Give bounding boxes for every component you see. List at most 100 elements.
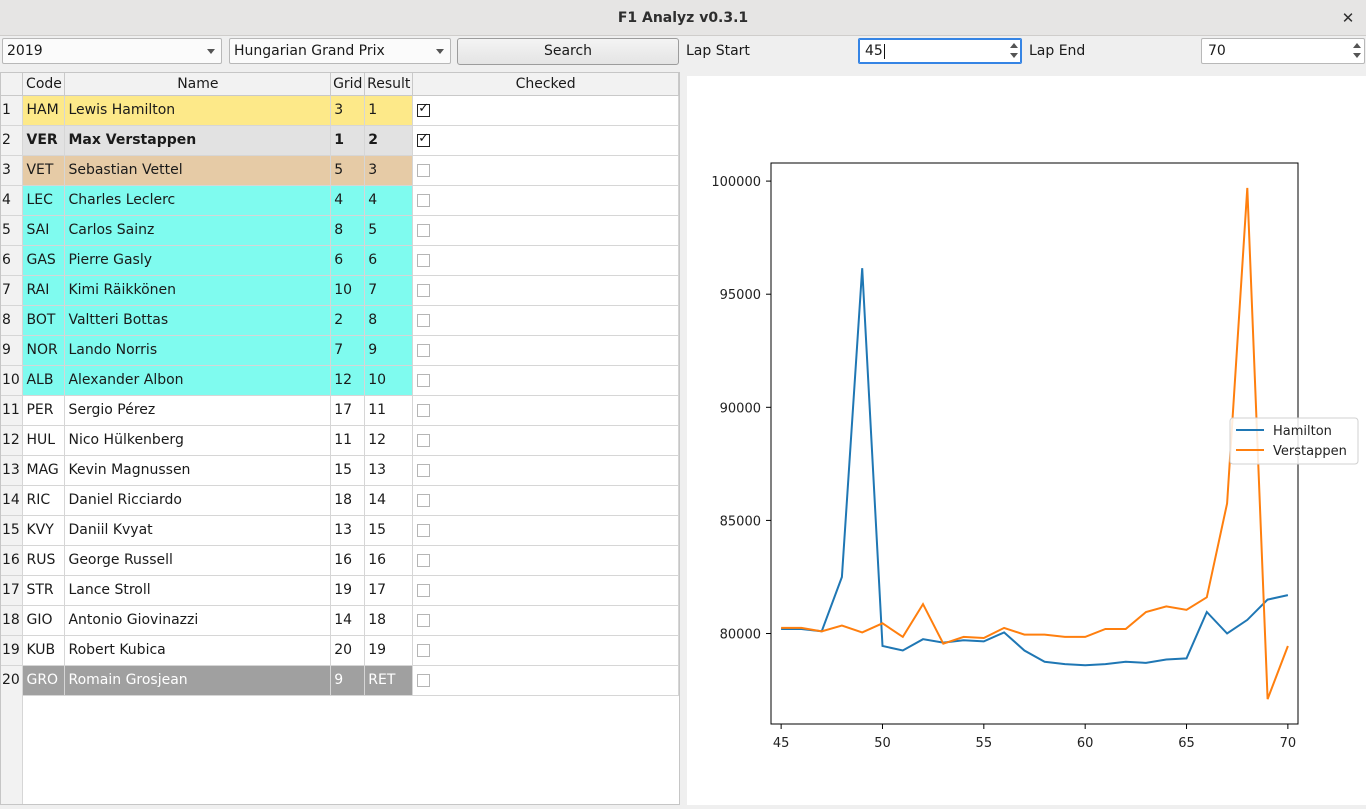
cell-grid[interactable]: 18 — [330, 485, 366, 516]
search-button[interactable]: Search — [457, 38, 679, 65]
table-row[interactable]: 7 RAI Kimi Räikkönen 10 7 — [1, 275, 679, 306]
row-checkbox[interactable] — [417, 493, 431, 507]
cell-grid[interactable]: 6 — [330, 245, 366, 276]
cell-code[interactable]: GRO — [22, 665, 66, 696]
cell-name[interactable]: Charles Leclerc — [64, 185, 332, 216]
row-checkbox[interactable] — [417, 403, 431, 417]
cell-code[interactable]: SAI — [22, 215, 66, 246]
cell-name[interactable]: Kevin Magnussen — [64, 455, 332, 486]
cell-result[interactable]: 6 — [364, 245, 414, 276]
cell-grid[interactable]: 4 — [330, 185, 366, 216]
row-number[interactable]: 17 — [1, 575, 24, 606]
chevron-down-icon[interactable] — [1353, 53, 1361, 58]
cell-name[interactable]: Antonio Giovinazzi — [64, 605, 332, 636]
cell-checked[interactable] — [412, 95, 679, 126]
row-number[interactable]: 20 — [1, 665, 24, 696]
cell-name[interactable]: Daniil Kvyat — [64, 515, 332, 546]
row-number[interactable]: 8 — [1, 305, 24, 336]
cell-code[interactable]: KUB — [22, 635, 66, 666]
row-checkbox[interactable] — [417, 163, 431, 177]
table-row[interactable]: 3 VET Sebastian Vettel 5 3 — [1, 155, 679, 186]
cell-code[interactable]: MAG — [22, 455, 66, 486]
header-grid[interactable]: Grid — [330, 73, 366, 96]
row-number[interactable]: 18 — [1, 605, 24, 636]
row-checkbox[interactable] — [417, 253, 431, 267]
cell-grid[interactable]: 9 — [330, 665, 366, 696]
table-row[interactable]: 12 HUL Nico Hülkenberg 11 12 — [1, 425, 679, 456]
cell-name[interactable]: Kimi Räikkönen — [64, 275, 332, 306]
cell-grid[interactable]: 12 — [330, 365, 366, 396]
cell-grid[interactable]: 20 — [330, 635, 366, 666]
cell-result[interactable]: 12 — [364, 425, 414, 456]
table-row[interactable]: 13 MAG Kevin Magnussen 15 13 — [1, 455, 679, 486]
cell-result[interactable]: 9 — [364, 335, 414, 366]
table-row[interactable]: 19 KUB Robert Kubica 20 19 — [1, 635, 679, 666]
cell-grid[interactable]: 14 — [330, 605, 366, 636]
table-row[interactable]: 14 RIC Daniel Ricciardo 18 14 — [1, 485, 679, 516]
row-number[interactable]: 13 — [1, 455, 24, 486]
cell-result[interactable]: 11 — [364, 395, 414, 426]
cell-name[interactable]: Lewis Hamilton — [64, 95, 332, 126]
cell-result[interactable]: 3 — [364, 155, 414, 186]
row-number[interactable]: 9 — [1, 335, 24, 366]
row-number[interactable]: 12 — [1, 425, 24, 456]
cell-checked[interactable] — [412, 245, 679, 276]
cell-name[interactable]: George Russell — [64, 545, 332, 576]
lap-start-spinbox[interactable]: 45 — [858, 38, 1022, 64]
row-number[interactable]: 3 — [1, 155, 24, 186]
cell-grid[interactable]: 17 — [330, 395, 366, 426]
table-row[interactable]: 20 GRO Romain Grosjean 9 RET — [1, 665, 679, 696]
lap-end-spinbox[interactable]: 70 — [1201, 38, 1365, 64]
cell-code[interactable]: BOT — [22, 305, 66, 336]
cell-name[interactable]: Carlos Sainz — [64, 215, 332, 246]
table-row[interactable]: 11 PER Sergio Pérez 17 11 — [1, 395, 679, 426]
cell-result[interactable]: 5 — [364, 215, 414, 246]
table-row[interactable]: 17 STR Lance Stroll 19 17 — [1, 575, 679, 606]
cell-grid[interactable]: 3 — [330, 95, 366, 126]
cell-name[interactable]: Daniel Ricciardo — [64, 485, 332, 516]
cell-code[interactable]: VER — [22, 125, 66, 156]
table-row[interactable]: 1 HAM Lewis Hamilton 3 1 — [1, 95, 679, 126]
row-checkbox[interactable] — [417, 343, 431, 357]
header-corner[interactable] — [1, 73, 24, 96]
header-result[interactable]: Result — [364, 73, 414, 96]
cell-code[interactable]: GIO — [22, 605, 66, 636]
row-checkbox[interactable] — [417, 101, 431, 117]
cell-name[interactable]: Sebastian Vettel — [64, 155, 332, 186]
table-row[interactable]: 6 GAS Pierre Gasly 6 6 — [1, 245, 679, 276]
table-row[interactable]: 5 SAI Carlos Sainz 8 5 — [1, 215, 679, 246]
cell-checked[interactable] — [412, 125, 679, 156]
cell-name[interactable]: Max Verstappen — [64, 125, 332, 156]
row-number[interactable]: 11 — [1, 395, 24, 426]
row-checkbox[interactable] — [417, 643, 431, 657]
cell-name[interactable]: Nico Hülkenberg — [64, 425, 332, 456]
row-checkbox[interactable] — [417, 131, 431, 147]
row-checkbox[interactable] — [417, 373, 431, 387]
row-number[interactable]: 7 — [1, 275, 24, 306]
cell-grid[interactable]: 5 — [330, 155, 366, 186]
cell-checked[interactable] — [412, 335, 679, 366]
cell-grid[interactable]: 7 — [330, 335, 366, 366]
cell-result[interactable]: 8 — [364, 305, 414, 336]
cell-name[interactable]: Robert Kubica — [64, 635, 332, 666]
cell-checked[interactable] — [412, 575, 679, 606]
row-number[interactable]: 19 — [1, 635, 24, 666]
table-row[interactable]: 16 RUS George Russell 16 16 — [1, 545, 679, 576]
row-checkbox[interactable] — [417, 673, 431, 687]
cell-checked[interactable] — [412, 395, 679, 426]
cell-result[interactable]: 4 — [364, 185, 414, 216]
cell-result[interactable]: 18 — [364, 605, 414, 636]
cell-checked[interactable] — [412, 665, 679, 696]
cell-name[interactable]: Valtteri Bottas — [64, 305, 332, 336]
cell-grid[interactable]: 1 — [330, 125, 366, 156]
row-checkbox[interactable] — [417, 433, 431, 447]
cell-result[interactable]: 14 — [364, 485, 414, 516]
cell-code[interactable]: PER — [22, 395, 66, 426]
cell-name[interactable]: Pierre Gasly — [64, 245, 332, 276]
row-number[interactable]: 14 — [1, 485, 24, 516]
cell-code[interactable]: HUL — [22, 425, 66, 456]
row-number[interactable]: 4 — [1, 185, 24, 216]
cell-grid[interactable]: 15 — [330, 455, 366, 486]
cell-checked[interactable] — [412, 155, 679, 186]
cell-code[interactable]: LEC — [22, 185, 66, 216]
